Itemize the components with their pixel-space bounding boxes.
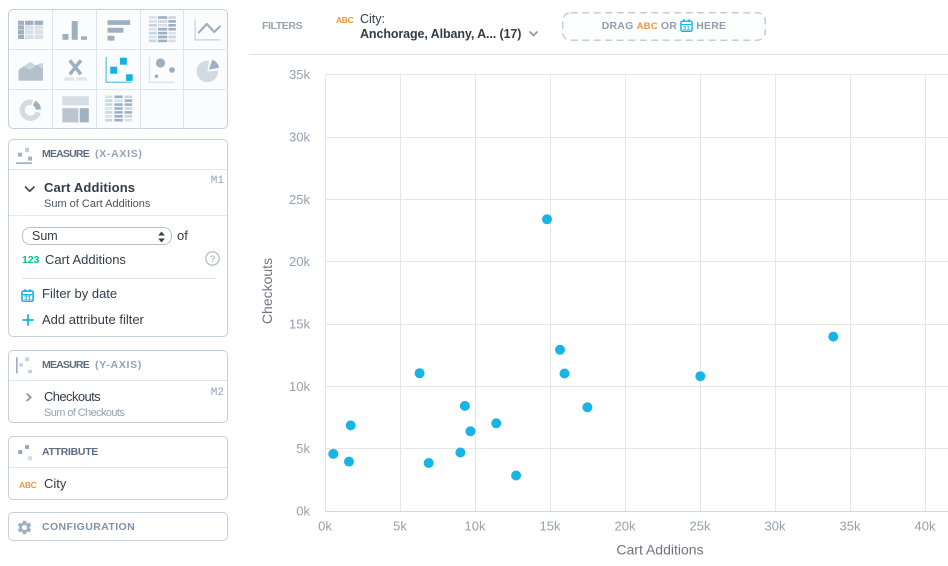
svg-text:0k: 0k xyxy=(296,504,310,519)
svg-text:31: 31 xyxy=(683,25,690,31)
svg-text:10k: 10k xyxy=(289,379,310,394)
svg-text:30k: 30k xyxy=(289,130,310,145)
svg-text:5k: 5k xyxy=(393,519,407,534)
svg-text:15k: 15k xyxy=(289,317,310,332)
svg-text:35k: 35k xyxy=(840,519,861,534)
svg-text:Cart Additions: Cart Additions xyxy=(616,542,703,558)
svg-text:20k: 20k xyxy=(615,519,636,534)
svg-text:40k: 40k xyxy=(915,519,936,534)
svg-text:25k: 25k xyxy=(690,519,711,534)
svg-text:20k: 20k xyxy=(289,254,310,269)
svg-text:15k: 15k xyxy=(540,519,561,534)
svg-text:?: ? xyxy=(210,254,215,264)
svg-text:0k: 0k xyxy=(318,519,332,534)
svg-text:Checkouts: Checkouts xyxy=(259,258,275,324)
svg-text:10k: 10k xyxy=(465,519,486,534)
svg-text:31: 31 xyxy=(24,295,32,302)
svg-text:35k: 35k xyxy=(289,67,310,82)
svg-text:5k: 5k xyxy=(296,441,310,456)
svg-text:25k: 25k xyxy=(289,192,310,207)
svg-text:30k: 30k xyxy=(765,519,786,534)
